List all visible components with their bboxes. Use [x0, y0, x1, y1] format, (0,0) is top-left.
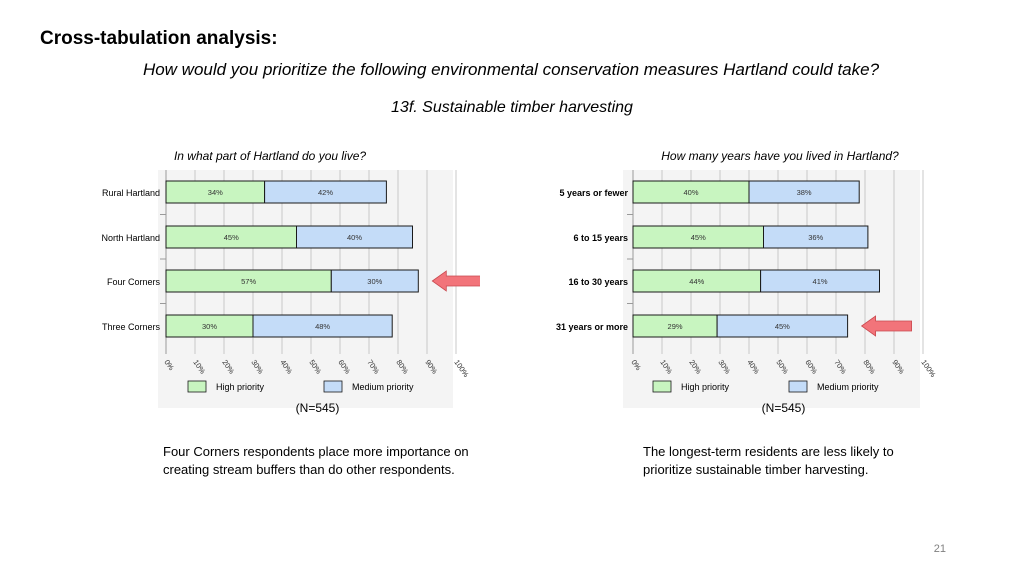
x-tick-label: 100%	[919, 358, 938, 379]
category-label: Rural Hartland	[102, 188, 160, 198]
note-right: The longest-term residents are less like…	[643, 444, 894, 477]
slide-title: Cross-tabulation analysis:	[40, 28, 278, 49]
x-tick-label: 100%	[452, 358, 471, 379]
category-label: 6 to 15 years	[573, 233, 628, 243]
highlight-arrow-icon	[860, 315, 913, 337]
survey-question: How would you prioritize the following e…	[0, 60, 1024, 80]
bar-label: 36%	[808, 233, 823, 242]
bar-medium-priority-16-to-30-years	[760, 269, 881, 293]
legend-swatch-medium-priority	[788, 380, 808, 393]
highlight-arrow-icon	[431, 270, 480, 292]
arrow-shape	[860, 315, 913, 337]
bar-medium-priority-four-corners	[330, 269, 419, 293]
chart-title: In what part of Hartland do you live?	[174, 149, 366, 163]
sample-size: (N=545)	[296, 401, 340, 415]
legend-label: Medium priority	[352, 382, 414, 392]
sub-question: 13f. Sustainable timber harvesting	[391, 99, 633, 116]
bar-medium-priority-rural-hartland	[264, 180, 387, 204]
bar-label: 44%	[689, 277, 704, 286]
bar-medium-priority-5-years-or-fewer	[748, 180, 860, 204]
category-label: 5 years or fewer	[559, 188, 628, 198]
category-label: 31 years or more	[556, 322, 628, 332]
sample-size: (N=545)	[762, 401, 806, 415]
chart-legend: High priority Medium priority	[187, 380, 414, 393]
bar-medium-priority-6-to-15-years	[763, 225, 869, 249]
bar-medium-priority-31-years-or-more	[716, 314, 849, 338]
bar-medium-priority-three-corners	[252, 314, 393, 338]
category-label: Four Corners	[107, 277, 161, 287]
bar-label: 48%	[315, 322, 330, 331]
arrow-shape	[431, 270, 480, 292]
legend-swatch-high-priority	[187, 380, 207, 393]
category-label: North Hartland	[101, 233, 160, 243]
bar-label: 45%	[691, 233, 706, 242]
survey-question-text: How would you prioritize the following e…	[142, 60, 880, 79]
bar-label: 29%	[668, 322, 683, 331]
chart-svg: How many years have you lived in Hartlan…	[556, 149, 938, 415]
legend-swatch-medium-priority	[323, 380, 343, 393]
bar-label: 30%	[367, 277, 382, 286]
legend-label: High priority	[681, 382, 730, 392]
bar-label: 42%	[318, 188, 333, 197]
bar-label: 40%	[683, 188, 698, 197]
legend-swatch-high-priority	[652, 380, 672, 393]
chart-svg: In what part of Hartland do you live? 34%…	[101, 149, 480, 415]
bar-label: 45%	[224, 233, 239, 242]
bar-label: 40%	[347, 233, 362, 242]
category-label: 16 to 30 years	[568, 277, 628, 287]
bar-label: 38%	[797, 188, 812, 197]
chart-legend: High priority Medium priority	[652, 380, 879, 393]
chart-years: How many years have you lived in Hartlan…	[520, 140, 940, 420]
bar-label: 30%	[202, 322, 217, 331]
bar-label: 45%	[775, 322, 790, 331]
page-number: 21	[933, 543, 946, 555]
category-label: Three Corners	[102, 322, 161, 332]
bar-label: 57%	[241, 277, 256, 286]
legend-label: Medium priority	[817, 382, 879, 392]
chart-title: How many years have you lived in Hartlan…	[661, 149, 899, 163]
bar-medium-priority-north-hartland	[296, 225, 413, 249]
chart-location: In what part of Hartland do you live? 34%…	[40, 140, 480, 420]
bar-label: 34%	[208, 188, 223, 197]
note-left: Four Corners respondents place more impo…	[163, 444, 469, 477]
legend-label: High priority	[216, 382, 265, 392]
bar-label: 41%	[813, 277, 828, 286]
